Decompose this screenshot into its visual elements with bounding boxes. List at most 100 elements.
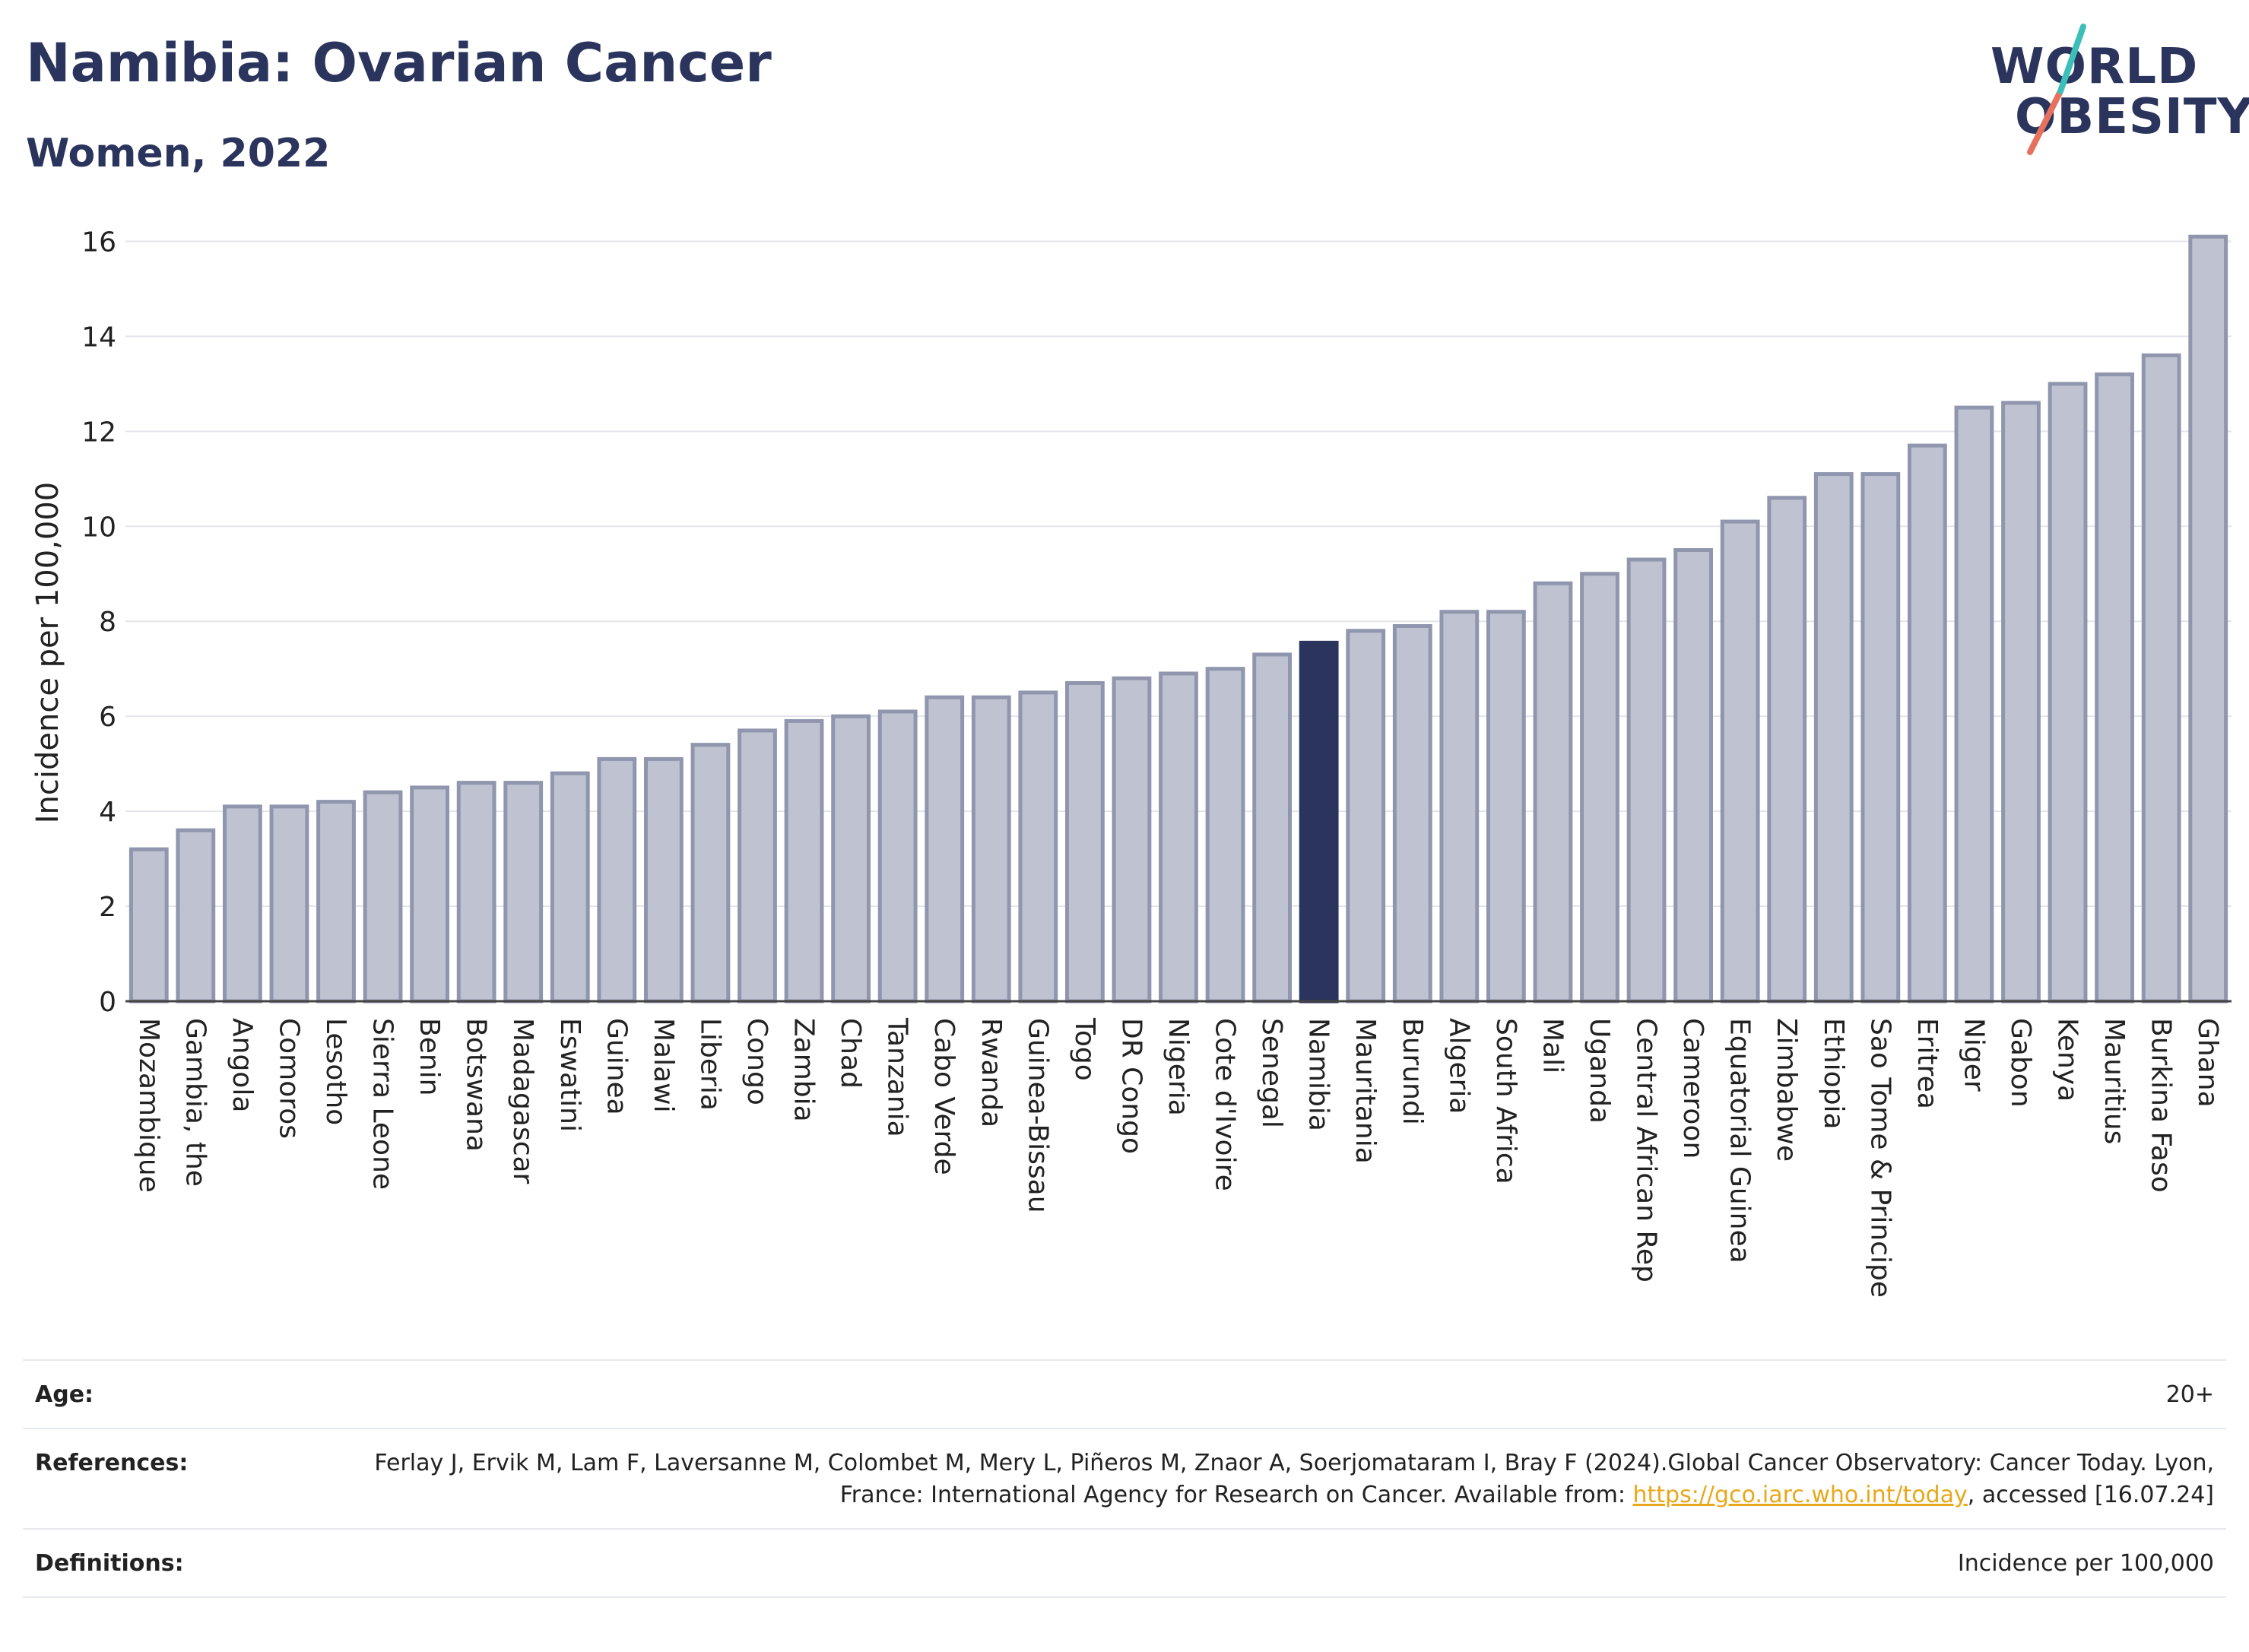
bar-cabo-verde [925, 695, 965, 1004]
x-tick-label: Zambia [788, 1018, 820, 1122]
x-tick-label: Sierra Leone [367, 1018, 398, 1190]
bar-algeria [1439, 610, 1480, 1004]
x-tick-label: Sao Tome & Principe [1864, 1018, 1895, 1298]
x-tick-label: Gambia, the [179, 1018, 211, 1187]
bar-chart: 0 2 4 6 8 10 12 14 16 Mozambique Gambia, the Angol… [30, 227, 2232, 1298]
logo-slash-icon [2027, 24, 2086, 155]
x-tick-label: Central African Rep [1631, 1018, 1662, 1283]
x-tick-label: Cote d'Ivoire [1210, 1018, 1241, 1191]
x-tick-label: Senegal [1256, 1018, 1287, 1128]
x-tick-label: Eswatini [554, 1018, 585, 1132]
bar-central-african-rep [1626, 557, 1667, 1004]
x-tick-label: Nigeria [1163, 1018, 1194, 1116]
references-value: Ferlay J, Ervik M, Lam F, Laversanne M, … [351, 1447, 2214, 1511]
x-tick-label: Kenya [2052, 1018, 2083, 1102]
bar-benin [410, 785, 450, 1004]
bar-sao-tome-principe [1860, 472, 1901, 1004]
bar-tanzania [877, 709, 918, 1004]
y-tick-label: 8 [99, 607, 116, 638]
bar-lesotho [316, 800, 356, 1004]
x-tick-label: Malawi [648, 1018, 679, 1113]
x-tick-label: Botswana [461, 1018, 492, 1152]
x-tick-label: Togo [1069, 1017, 1100, 1081]
x-tick-label: Tanzania [882, 1017, 913, 1137]
x-tick-label: Mauritius [2098, 1018, 2130, 1144]
bar-comoros [269, 804, 309, 1004]
y-tick-label: 0 [99, 987, 116, 1018]
x-tick-label: Namibia [1303, 1018, 1334, 1131]
y-tick-label: 10 [81, 512, 116, 543]
x-tick-label: Cabo Verde [928, 1018, 960, 1175]
x-tick-label: Liberia [694, 1018, 725, 1111]
bar-sierra-leone [363, 790, 403, 1004]
meta-row-age: Age: 20+ [23, 1359, 2226, 1428]
bar-senegal [1252, 652, 1293, 1004]
bar-madagascar [503, 781, 544, 1004]
bar-mali [1533, 581, 1573, 1004]
references-label: References: [35, 1450, 189, 1476]
x-tick-label: Comoros [273, 1018, 304, 1139]
bar-burundi [1392, 623, 1432, 1004]
x-tick-label: Mali [1537, 1018, 1568, 1073]
y-tick-label: 16 [81, 227, 116, 258]
x-tick-label: Ghana [2192, 1018, 2223, 1108]
x-tick-label: South Africa [1490, 1018, 1521, 1184]
meta-row-definitions: Definitions: Incidence per 100,000 [23, 1528, 2226, 1598]
x-tick-label: Guinea-Bissau [1022, 1018, 1053, 1213]
bar-eswatini [550, 771, 590, 1004]
bar-liberia [690, 743, 731, 1004]
bar-congo [738, 728, 777, 1004]
x-tick-label: Mauritania [1350, 1018, 1381, 1164]
bar-chad [831, 714, 871, 1004]
x-tick-label: Mozambique [133, 1018, 164, 1193]
x-tick-label: Congo [741, 1018, 772, 1105]
bar-ethiopia [1813, 472, 1854, 1004]
definitions-value: Incidence per 100,000 [1957, 1550, 2214, 1577]
x-tick-label: Burundi [1397, 1018, 1428, 1125]
x-tick-label: Gabon [2005, 1018, 2036, 1108]
bar-angola [222, 804, 262, 1004]
x-tick-label: Angola [227, 1018, 258, 1112]
y-tick-label: 14 [81, 322, 116, 353]
bar-cote-d-ivoire [1205, 667, 1245, 1004]
y-axis-ticks: 0 2 4 6 8 10 12 14 16 [81, 227, 116, 1018]
y-tick-label: 6 [99, 702, 116, 733]
bar-cameroon [1673, 548, 1714, 1004]
bar-togo [1064, 680, 1105, 1004]
bar-guinea-bissau [1018, 690, 1058, 1004]
bar-zambia [784, 718, 824, 1004]
x-axis-labels: Mozambique Gambia, the Angola Comoros Lesoth… [133, 1017, 2223, 1298]
x-tick-label: Zimbabwe [1771, 1018, 1802, 1162]
x-tick-label: Madagascar [507, 1018, 538, 1184]
bar-mozambique [128, 847, 169, 1004]
age-label: Age: [35, 1381, 94, 1408]
y-tick-label: 2 [99, 892, 116, 923]
definitions-label: Definitions: [35, 1550, 184, 1577]
bar-gabon [2001, 401, 2041, 1004]
bar-equatorial-guinea [1720, 519, 1760, 1004]
bar-niger [1954, 405, 1994, 1004]
age-value: 20+ [2165, 1381, 2214, 1408]
reference-text: Ferlay J, Ervik M, Lam F, Laversanne M, … [374, 1450, 2214, 1508]
x-tick-label: Ethiopia [1818, 1018, 1849, 1130]
x-tick-label: Chad [835, 1018, 866, 1089]
bar-uganda [1580, 572, 1619, 1004]
x-tick-label: Uganda [1584, 1018, 1615, 1124]
bar-botswana [456, 781, 496, 1004]
bar-malawi [643, 756, 684, 1004]
bar-mauritania [1346, 629, 1386, 1004]
bar-kenya [2048, 382, 2088, 1004]
y-tick-label: 12 [81, 417, 116, 448]
bar-mauritius [2095, 372, 2135, 1004]
x-tick-label: Lesotho [320, 1018, 351, 1125]
x-tick-label: Niger [1958, 1018, 1989, 1092]
logo-line-1: WORLD [1990, 39, 2199, 95]
reference-link[interactable]: https://gco.iarc.who.int/today [1632, 1482, 1968, 1508]
y-tick-label: 4 [99, 797, 116, 828]
x-tick-label: Benin [414, 1018, 445, 1096]
x-tick-label: Burkina Faso [2146, 1018, 2177, 1193]
x-tick-label: DR Congo [1115, 1018, 1147, 1154]
bar-eritrea [1907, 443, 1947, 1004]
bar-ghana [2188, 234, 2228, 1004]
page-title: Namibia: Ovarian Cancer [26, 32, 772, 94]
